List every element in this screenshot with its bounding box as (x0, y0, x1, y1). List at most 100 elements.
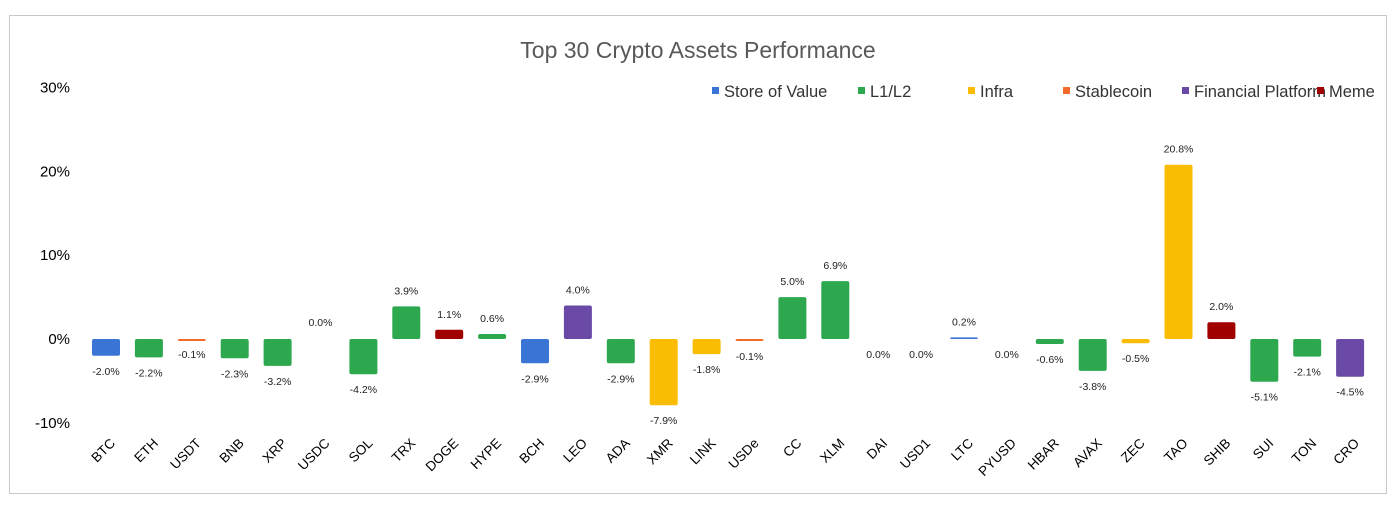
x-tick-label: SUI (1250, 436, 1277, 463)
x-tick-label: SOL (346, 435, 376, 465)
bar-trx (392, 306, 421, 339)
x-tick-label: HBAR (1025, 435, 1062, 472)
data-label: -2.1% (1293, 367, 1320, 379)
bar-xrp (263, 339, 292, 366)
legend-swatch (1317, 87, 1324, 94)
legend: Store of Value L1/L2 Infra Stablecoin Financ… (712, 83, 1375, 101)
x-tick-label: USDT (167, 436, 204, 473)
bar-shib (1207, 322, 1236, 339)
data-label: 4.0% (566, 284, 590, 296)
data-label: 0.0% (309, 317, 333, 329)
x-tick-label: ETH (131, 436, 161, 466)
bar-zec (1121, 339, 1150, 344)
bar-ada (606, 339, 635, 364)
bar-eth (134, 339, 163, 358)
data-label: 2.0% (1209, 301, 1233, 313)
data-label: 0.0% (909, 349, 933, 361)
data-label: 0.2% (952, 316, 976, 328)
data-label: -4.2% (350, 384, 377, 396)
x-tick-label: BCH (516, 436, 547, 467)
x-axis: BTC ETH USDT BNB XRP USDC SOL TRX DOGE HYPE BCH LEO… (88, 435, 1362, 479)
data-label: -1.8% (693, 364, 720, 376)
data-label: 20.8% (1164, 144, 1194, 156)
x-tick-label: BNB (217, 436, 247, 466)
data-label: -2.0% (92, 366, 119, 378)
data-label: -4.5% (1336, 387, 1363, 399)
bar-sui (1250, 339, 1279, 382)
data-label: 1.1% (437, 309, 461, 321)
data-label: -2.9% (521, 373, 548, 385)
data-label: 3.9% (394, 285, 418, 297)
x-tick-label: TON (1289, 436, 1320, 467)
x-tick-label: XLM (817, 436, 847, 466)
y-axis: 30% 20% 10% 0% -10% (35, 80, 70, 432)
x-tick-label: BTC (88, 435, 118, 465)
chart-title: Top 30 Crypto Assets Performance (520, 37, 875, 63)
legend-swatch (712, 87, 719, 94)
x-tick-label: PYUSD (976, 435, 1020, 479)
x-tick-label: ZEC (1118, 435, 1148, 465)
bar-doge (435, 329, 464, 339)
x-tick-label: XRP (259, 436, 289, 466)
bar-cro (1336, 339, 1365, 377)
legend-label: L1/L2 (870, 83, 911, 101)
y-tick-label: 30% (40, 80, 70, 97)
bar-ton (1293, 339, 1322, 357)
bar-bnb (220, 339, 249, 359)
bar-hype (478, 333, 507, 339)
bar-bch (521, 339, 549, 364)
chart-frame (9, 15, 1387, 494)
legend-swatch (858, 87, 865, 94)
data-label: -0.5% (1122, 353, 1149, 365)
legend-swatch (968, 87, 975, 94)
bar-sol (349, 339, 378, 375)
bar-xmr (649, 339, 678, 406)
x-tick-label: CC (780, 435, 805, 460)
x-tick-label: LEO (560, 436, 590, 466)
data-label: 5.0% (780, 276, 804, 288)
bar-cc (778, 297, 807, 339)
x-tick-label: CRO (1330, 436, 1362, 468)
bar-tao (1164, 164, 1193, 339)
legend-label: Store of Value (724, 83, 827, 101)
x-tick-label: HYPE (468, 436, 505, 473)
data-label: -2.3% (221, 368, 248, 380)
data-label: -0.1% (736, 351, 763, 363)
data-label: -3.2% (264, 376, 291, 388)
x-tick-label: USDe (726, 436, 762, 472)
x-tick-label: XMR (644, 435, 676, 467)
bar-usdt (177, 339, 206, 341)
y-tick-label: -10% (35, 415, 70, 432)
legend-swatch (1063, 87, 1070, 94)
data-label: -2.9% (607, 373, 634, 385)
bar-leo (563, 305, 592, 339)
data-labels: -2.0% -2.2% -0.1% -2.3% -3.2% 0.0% -4.2% 3.9% 1.… (92, 144, 1364, 428)
x-tick-label: LTC (948, 435, 976, 463)
bar-avax (1078, 339, 1107, 371)
data-label: 0.0% (995, 349, 1019, 361)
x-tick-label: SHIB (1201, 436, 1234, 469)
data-label: -5.1% (1251, 392, 1278, 404)
x-tick-label: LINK (687, 436, 719, 468)
x-tick-label: DAI (864, 436, 891, 463)
x-tick-label: USDC (295, 435, 333, 473)
x-tick-label: TAO (1161, 436, 1191, 466)
data-label: 6.9% (823, 260, 847, 272)
data-label: -7.9% (650, 415, 677, 427)
x-tick-label: DOGE (423, 436, 462, 475)
bar-ltc (950, 337, 978, 339)
data-label: -2.2% (135, 367, 162, 379)
bar-hbar (1035, 339, 1064, 345)
data-label: 0.6% (480, 313, 504, 325)
y-tick-label: 20% (40, 163, 70, 180)
bar-xlm (821, 281, 850, 339)
bar-usde (735, 339, 764, 341)
data-label: -3.8% (1079, 381, 1106, 393)
legend-label: Financial Platform (1194, 83, 1326, 101)
bar-link (692, 339, 721, 355)
x-tick-label: AVAX (1070, 436, 1105, 471)
y-tick-label: 10% (40, 247, 70, 264)
bars (92, 164, 1365, 406)
data-label: -0.1% (178, 349, 205, 361)
